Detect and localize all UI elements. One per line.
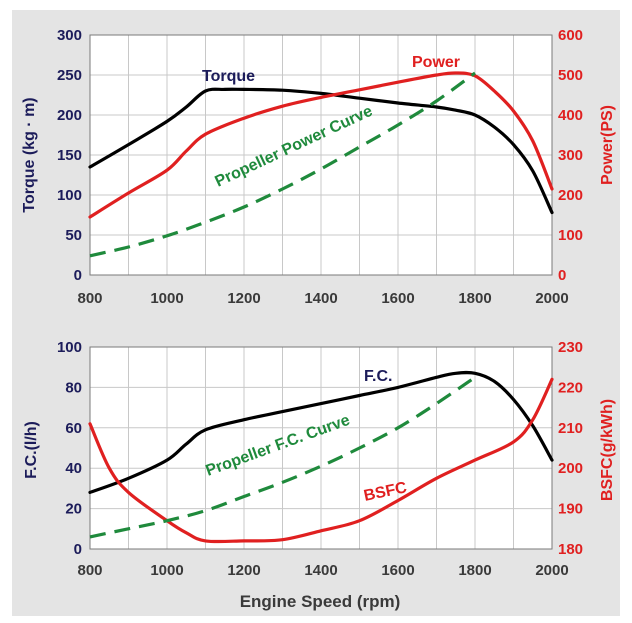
left-axis-label-bottom: F.C.(l/h) (23, 421, 40, 479)
left-tick-label: 150 (57, 147, 82, 164)
left-tick-label: 60 (65, 420, 82, 437)
plot-frame (89, 346, 553, 550)
plot-frame (89, 34, 553, 276)
x-tick-label: 2000 (535, 562, 568, 579)
x-axis-label: Engine Speed (rpm) (240, 592, 401, 611)
right-tick-label: 0 (558, 267, 566, 284)
series-line-f-c (88, 370, 554, 494)
right-tick-label: 500 (558, 67, 583, 84)
series-top (88, 71, 554, 258)
x-tick-label: 1600 (381, 562, 414, 579)
ticks-top: 800 1000 1200 1400 1600 1800 20000501001502002… (57, 27, 583, 307)
x-tick-label: 1200 (227, 562, 260, 579)
left-tick-label: 40 (65, 460, 82, 477)
left-tick-label: 80 (65, 379, 82, 396)
right-tick-label: 180 (558, 541, 583, 558)
engine-performance-charts: 800 1000 1200 1400 1600 1800 20000501001502002… (21, 27, 616, 611)
left-tick-label: 20 (65, 501, 82, 518)
grid-bottom (89, 346, 553, 550)
x-tick-label: 2000 (535, 290, 568, 307)
right-tick-label: 200 (558, 187, 583, 204)
series-line-propeller-f-c-curve (89, 375, 476, 539)
torque-power-chart: 800 1000 1200 1400 1600 1800 20000501001502002… (21, 27, 616, 307)
right-tick-label: 190 (558, 501, 583, 518)
x-tick-label: 1400 (304, 562, 337, 579)
right-tick-label: 230 (558, 339, 583, 356)
left-tick-label: 100 (57, 339, 82, 356)
engine-performance-figure: 800 1000 1200 1400 1600 1800 2000 0 50 100 150 200 2… (12, 10, 620, 616)
series-line-power (88, 71, 554, 219)
annotation-power: Power (412, 54, 460, 71)
left-tick-label: 100 (57, 187, 82, 204)
annotation-torque: Torque (202, 68, 255, 85)
x-tick-label: 1400 (304, 290, 337, 307)
left-tick-label: 0 (74, 541, 82, 558)
right-axis-label-bottom: BSFC(g/kWh) (599, 399, 616, 501)
left-tick-label: 300 (57, 27, 82, 44)
series-line-propeller-power-curve (89, 71, 476, 258)
series-line-bsfc (88, 377, 554, 544)
left-tick-label: 250 (57, 67, 82, 84)
right-tick-label: 400 (558, 107, 583, 124)
right-tick-label: 300 (558, 147, 583, 164)
x-tick-label: 1600 (381, 290, 414, 307)
x-tick-label: 1000 (150, 562, 183, 579)
x-tick-label: 1800 (458, 562, 491, 579)
right-tick-label: 210 (558, 420, 583, 437)
left-tick-label: 50 (65, 227, 82, 244)
right-tick-label: 200 (558, 460, 583, 477)
series-line-torque (88, 87, 554, 215)
left-tick-label: 200 (57, 107, 82, 124)
left-axis-label-top: Torque (kg · m) (21, 97, 38, 212)
left-tick-label: 0 (74, 267, 82, 284)
x-tick-label: 1200 (227, 290, 260, 307)
ticks-bottom: 800 1000 1200 1400 1600 1800 2000 0 20 40 60 80 100 1… (57, 339, 583, 579)
x-tick-label: 800 (77, 290, 102, 307)
right-tick-label: 100 (558, 227, 583, 244)
x-tick-label: 1000 (150, 290, 183, 307)
x-tick-label: 800 (77, 562, 102, 579)
x-tick-label: 1800 (458, 290, 491, 307)
annotation-fc: F.C. (364, 368, 392, 385)
series-bottom (88, 370, 554, 544)
right-tick-label: 220 (558, 379, 583, 396)
right-axis-label-top: Power(PS) (599, 105, 616, 185)
right-tick-label: 600 (558, 27, 583, 44)
fc-bsfc-chart: 800 1000 1200 1400 1600 1800 2000 0 20 40 60 80 100 1… (23, 339, 616, 611)
